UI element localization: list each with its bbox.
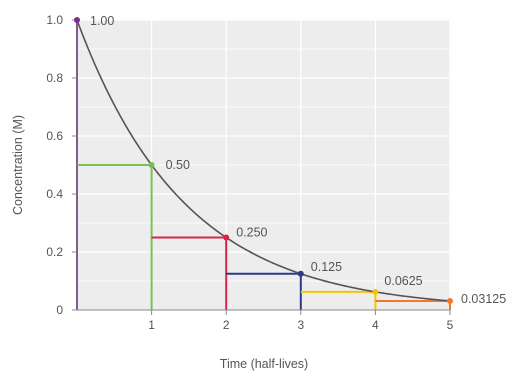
- data-label-4: 0.0625: [384, 274, 422, 288]
- data-point-1: [148, 162, 155, 168]
- x-tick-label: 4: [372, 318, 379, 332]
- y-tick-label: 0.4: [46, 187, 63, 201]
- data-label-1: 0.50: [166, 158, 190, 172]
- data-point-5: [447, 297, 453, 304]
- data-label-5: 0.03125: [461, 292, 506, 306]
- y-tick-label: 0.2: [46, 245, 63, 259]
- decay-curve: [76, 19, 451, 302]
- y-tick-label: 0.6: [46, 129, 63, 143]
- data-label-3: 0.125: [311, 260, 342, 274]
- y-tick-label: 0: [56, 303, 63, 317]
- x-tick-label: 2: [223, 318, 230, 332]
- tick-labels: 0 0.2 0.4 0.6 0.8 1.0 1 2 3 4 5: [46, 13, 453, 332]
- data-label-2: 0.250: [236, 226, 267, 240]
- data-point-4: [372, 288, 379, 295]
- y-tick-label: 1.0: [46, 13, 63, 27]
- data-point-3: [297, 270, 304, 277]
- x-axis-title: Time (half-lives): [220, 357, 308, 371]
- data-point-0: [74, 17, 80, 23]
- data-point-2: [223, 234, 230, 241]
- x-tick-label: 5: [447, 318, 454, 332]
- data-label-0: 1.00: [90, 14, 114, 28]
- x-tick-label: 3: [297, 318, 304, 332]
- y-axis-title: Concentration (M): [11, 115, 25, 215]
- data-labels: 1.00 0.50 0.250 0.125 0.0625 0.03125: [90, 14, 506, 306]
- x-tick-label: 1: [148, 318, 155, 332]
- data-points: [74, 17, 453, 304]
- y-tick-label: 0.8: [46, 71, 63, 85]
